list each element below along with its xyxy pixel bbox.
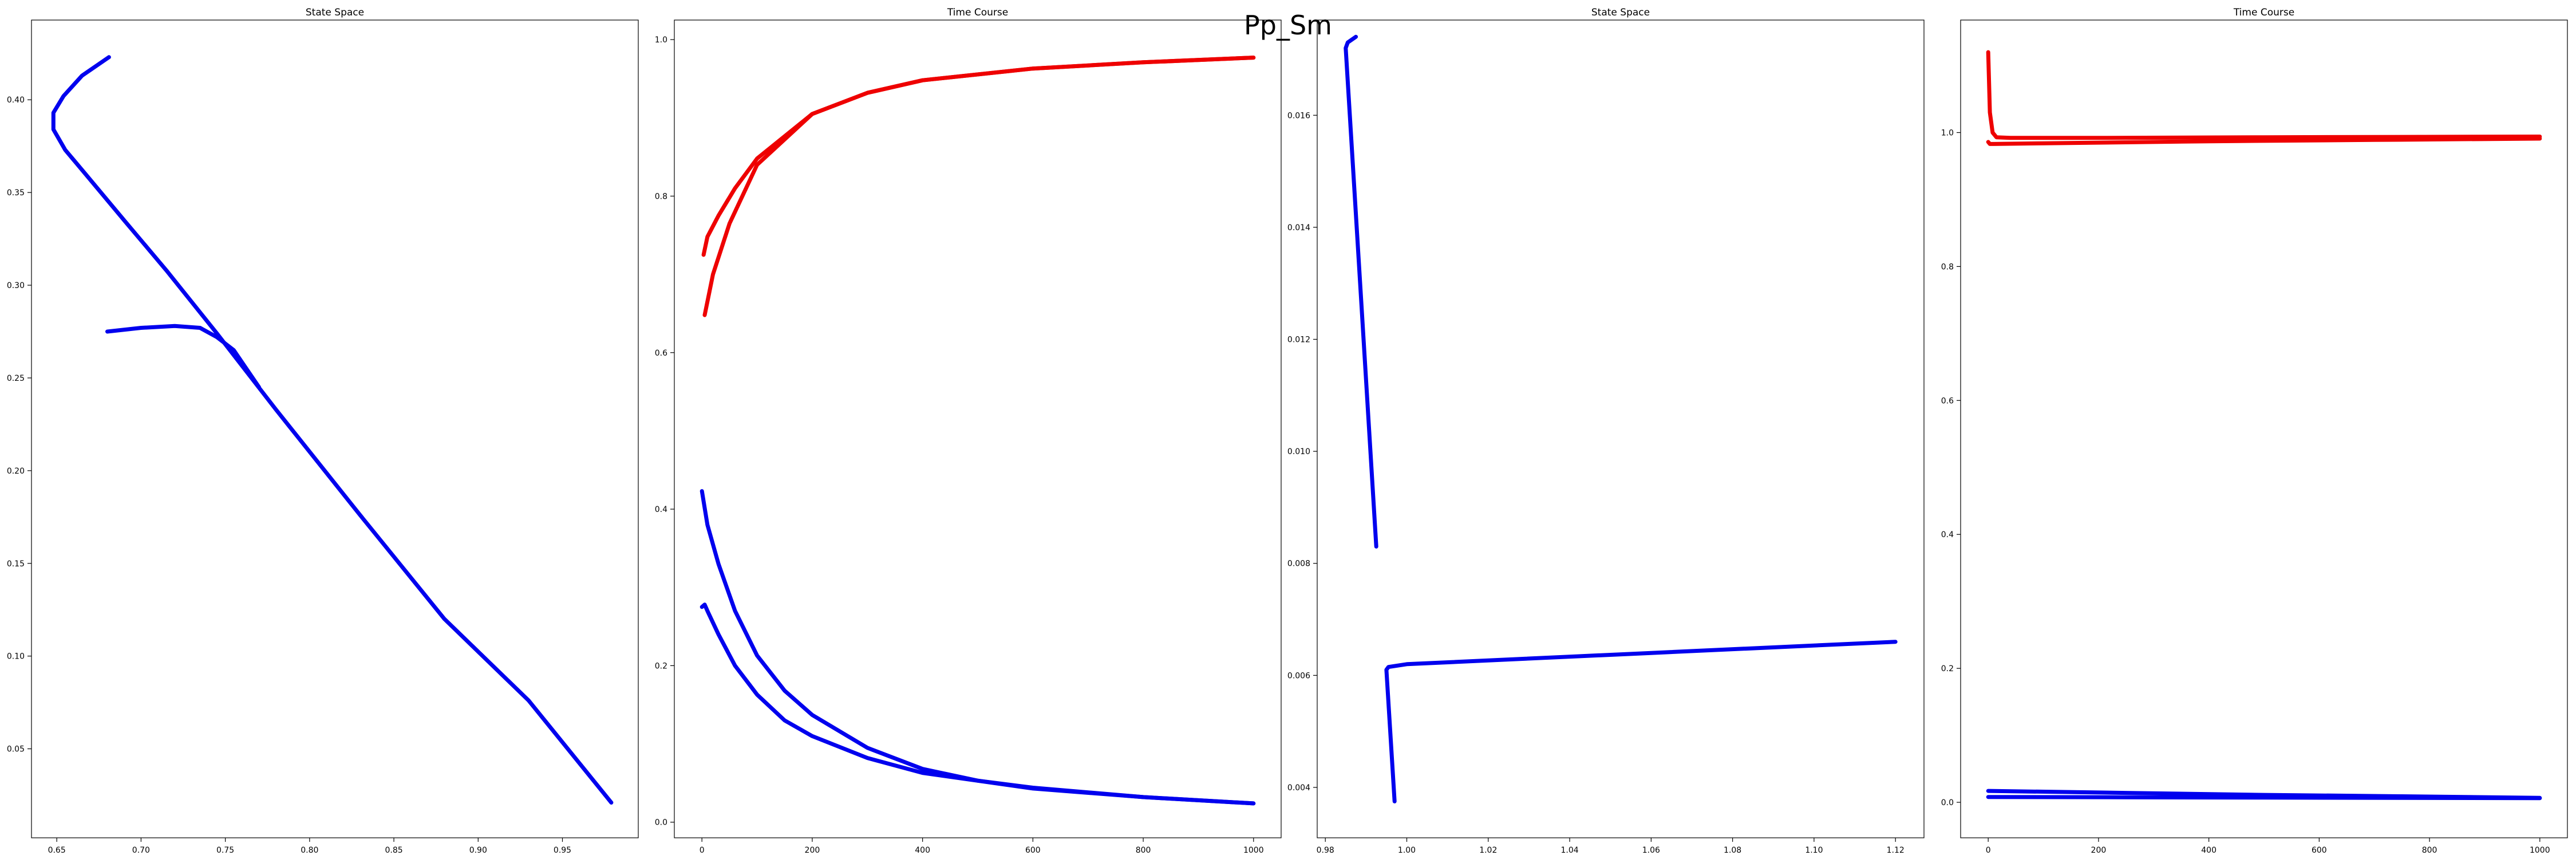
panel-3-frame xyxy=(1317,19,1925,838)
panel-4-ytick-label: 0.8 xyxy=(1941,262,1954,271)
panel-4: Time Course 0 200 400 600 800 1000 0.0 0.2 0.4 0.… xyxy=(1941,7,2568,855)
panel-1-xtick-label: 0.85 xyxy=(385,846,402,855)
panel-1-xtick-label: 0.70 xyxy=(132,846,150,855)
panel-1-xtick-label: 0.65 xyxy=(48,846,66,855)
panel-1-ytick-label: 0.05 xyxy=(7,745,25,754)
panel-3-xtick-label: 1.02 xyxy=(1479,846,1497,855)
panel-3-series-2-line xyxy=(1384,640,1898,803)
panel-3-ytick-label: 0.004 xyxy=(1287,783,1310,793)
panel-2-series-4-line xyxy=(700,602,1256,806)
panel-1-xtick-label: 0.75 xyxy=(216,846,234,855)
panel-2-ytick-label: 0.0 xyxy=(655,818,667,828)
panel-4-frame xyxy=(1960,19,2568,838)
panel-4-ytick-label: 0.4 xyxy=(1941,530,1954,539)
panel-1-ytick-label: 0.20 xyxy=(7,467,25,476)
panel-4-xtick-label: 400 xyxy=(2201,846,2217,855)
panel-3-xtick-label: 1.12 xyxy=(1887,846,1905,855)
panel-4-xtick-label: 0 xyxy=(1986,846,1991,855)
panel-1-ytick-label: 0.15 xyxy=(7,559,25,569)
panel-4-title: Time Course xyxy=(2233,7,2294,18)
panel-3-xtick-label: 1.06 xyxy=(1642,846,1660,855)
panel-3-ytick-label: 0.012 xyxy=(1287,336,1310,345)
panel-1-xtick-label: 0.80 xyxy=(301,846,318,855)
panel-1-ticks: 0.65 0.70 0.75 0.80 0.85 0.90 0.95 0.05 0.10 0.15… xyxy=(7,96,571,855)
panel-2-ytick-label: 0.8 xyxy=(655,192,667,201)
panel-4-xtick-label: 600 xyxy=(2312,846,2327,855)
panel-3-ytick-label: 0.008 xyxy=(1287,559,1310,569)
panel-1-ytick-label: 0.40 xyxy=(7,96,25,105)
panel-1-series-1-line xyxy=(51,55,614,805)
panel-1-xtick-label: 0.95 xyxy=(554,846,571,855)
panel-3-series-1-line xyxy=(1344,34,1378,549)
panel-1-xtick-label: 0.90 xyxy=(469,846,487,855)
panel-1-ytick-label: 0.10 xyxy=(7,652,25,661)
panel-4-ytick-label: 0.2 xyxy=(1941,664,1954,673)
panel-4-ytick-label: 0.0 xyxy=(1941,798,1954,807)
panel-1-series-2-line xyxy=(105,324,261,389)
panel-3-xtick-label: 1.10 xyxy=(1805,846,1823,855)
panel-4-series-1-line xyxy=(1986,50,2542,140)
panel-2-series-2-line xyxy=(701,56,1256,257)
panel-4-lines xyxy=(1986,50,2542,801)
panel-3-ticks: 0.98 1.00 1.02 1.04 1.06 1.08 1.10 1.12 0.004 0.0… xyxy=(1287,111,1905,855)
panel-1-lines xyxy=(51,55,614,805)
panel-3-xtick-label: 1.04 xyxy=(1560,846,1578,855)
panel-4-series-2-line xyxy=(1986,136,2542,146)
panel-3-ytick-label: 0.016 xyxy=(1287,111,1310,120)
panel-4-ytick-label: 1.0 xyxy=(1941,128,1954,137)
panel-3-title: State Space xyxy=(1591,7,1650,18)
panel-3-lines xyxy=(1344,34,1898,803)
panel-2-xtick-label: 0 xyxy=(700,846,705,855)
panel-4-xtick-label: 200 xyxy=(2091,846,2107,855)
panel-2-xtick-label: 1000 xyxy=(1243,846,1264,855)
panel-2-frame xyxy=(674,19,1282,838)
panel-3-ytick-label: 0.014 xyxy=(1287,223,1310,233)
panel-2-xtick-label: 200 xyxy=(805,846,820,855)
panel-2-ytick-label: 0.2 xyxy=(655,661,667,671)
panel-2-ticks: 0 200 400 600 800 1000 0.0 0.2 0.4 0.6 0.8 1.0 xyxy=(655,36,1264,855)
panel-1-title: State Space xyxy=(306,7,364,18)
panel-2-lines xyxy=(700,56,1256,806)
panel-3-ytick-label: 0.006 xyxy=(1287,671,1310,680)
panel-2-series-3-line xyxy=(700,489,1256,806)
panel-1-ytick-label: 0.30 xyxy=(7,281,25,290)
panel-2-series-1-line xyxy=(702,56,1256,317)
panel-2-ytick-label: 0.4 xyxy=(655,505,667,514)
panel-2-xtick-label: 400 xyxy=(915,846,930,855)
panel-3-xtick-label: 1.00 xyxy=(1398,846,1416,855)
panel-1-ytick-label: 0.25 xyxy=(7,374,25,383)
panel-3-ytick-label: 0.010 xyxy=(1287,447,1310,456)
panel-1-frame xyxy=(31,19,639,838)
panel-1-ytick-label: 0.35 xyxy=(7,188,25,198)
panel-3-xtick-label: 1.08 xyxy=(1724,846,1741,855)
panel-3-xtick-label: 0.98 xyxy=(1317,846,1334,855)
panel-2: Time Course 0 200 400 600 800 1000 0.0 0.2 0.4 0.… xyxy=(655,7,1282,855)
panel-1: State Space 0.65 0.70 0.75 0.80 0.85 0.90 0.95… xyxy=(7,7,639,855)
panel-4-xtick-label: 1000 xyxy=(2530,846,2550,855)
panel-2-ytick-label: 0.6 xyxy=(655,349,667,358)
panel-2-ytick-label: 1.0 xyxy=(655,36,667,45)
panel-4-ytick-label: 0.6 xyxy=(1941,396,1954,405)
panel-2-xtick-label: 800 xyxy=(1136,846,1151,855)
panel-2-xtick-label: 600 xyxy=(1025,846,1041,855)
panel-3: State Space 0.98 1.00 1.02 1.04 1.06 1.08 1.10… xyxy=(1287,7,1925,855)
panel-2-title: Time Course xyxy=(947,7,1008,18)
panel-4-series-4-line xyxy=(1986,795,2542,801)
panel-4-ticks: 0 200 400 600 800 1000 0.0 0.2 0.4 0.6 0.8 1.0 xyxy=(1941,128,2550,855)
panel-4-xtick-label: 800 xyxy=(2422,846,2437,855)
figure-suptitle: Pp_Sm xyxy=(1244,10,1332,41)
